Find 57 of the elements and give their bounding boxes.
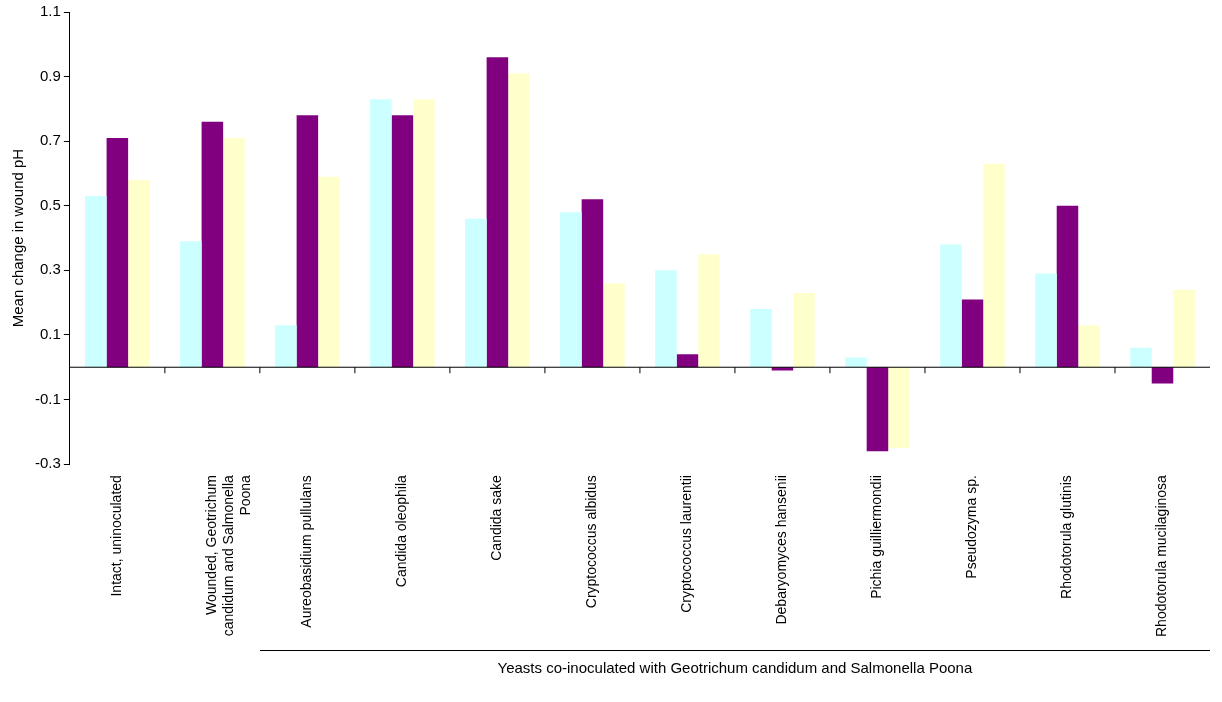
x-tick-label: Wounded, Geotrichum candidum and Salmonella Poona (203, 474, 253, 637)
y-tick-label: -0.1 (34, 389, 61, 407)
text: Yeasts co-inoculated with Geotrichum candidum and Salmonella Poona (259, 650, 1210, 676)
bar (961, 299, 984, 368)
x-tick-label: Aureobasidium pullulans (298, 475, 315, 628)
y-tick-label: 0.9 (39, 66, 61, 84)
y-tick-label: 1.1 (39, 2, 61, 20)
bar (1056, 205, 1079, 368)
x-tick-label: Debaryomyces hansenii (773, 475, 790, 625)
x-tick-label: Candida sake (488, 474, 505, 561)
x-tick-label: Rhodotorula glutinis (1058, 475, 1075, 599)
bar (1151, 367, 1174, 384)
bar (1078, 325, 1100, 368)
bar (370, 99, 392, 368)
x-tick-label: Rhodotorula mucilaginosa (1153, 474, 1170, 637)
x-tick-label: Candida oleophila (393, 474, 410, 588)
bar (201, 121, 224, 368)
bar (318, 176, 340, 368)
bar (750, 309, 772, 368)
bar (413, 99, 435, 368)
bar (866, 367, 889, 452)
x-tick-label: Pichia guilliermondii (868, 475, 885, 599)
bar (106, 137, 129, 368)
y-tick-label: 0.3 (39, 260, 61, 278)
bar (275, 325, 297, 368)
bar (508, 73, 530, 368)
bar (793, 292, 815, 368)
y-tick-label: 0.7 (39, 131, 61, 149)
bar (180, 241, 202, 368)
bar (1130, 347, 1152, 368)
bar (85, 196, 107, 368)
bar (983, 163, 1005, 368)
bar (486, 57, 509, 368)
y-axis-title: Mean change in wound pH (9, 148, 27, 328)
bar (391, 115, 414, 368)
bar (1173, 289, 1195, 368)
bar (655, 270, 677, 368)
bar (888, 367, 910, 448)
x-tick-label: Intact, uninoculated (108, 475, 125, 597)
bar (698, 254, 720, 368)
bar (845, 357, 867, 368)
bar (676, 354, 699, 368)
bar (128, 179, 150, 368)
bar (603, 283, 625, 368)
y-tick-label: -0.3 (34, 454, 61, 472)
x-tick-label: Cryptococcus albidus (583, 475, 600, 609)
y-tick-label: 0.5 (39, 195, 61, 213)
bar (296, 115, 319, 368)
x-tick-label: Cryptococcus laurentii (678, 475, 695, 613)
bar (1035, 273, 1057, 368)
bar (560, 212, 582, 368)
bar (223, 137, 245, 368)
y-tick-label: 0.1 (39, 325, 61, 343)
x-tick-label: Pseudozyma sp. (963, 475, 980, 579)
bar (581, 199, 604, 368)
bar (465, 218, 487, 368)
bar (940, 244, 962, 368)
